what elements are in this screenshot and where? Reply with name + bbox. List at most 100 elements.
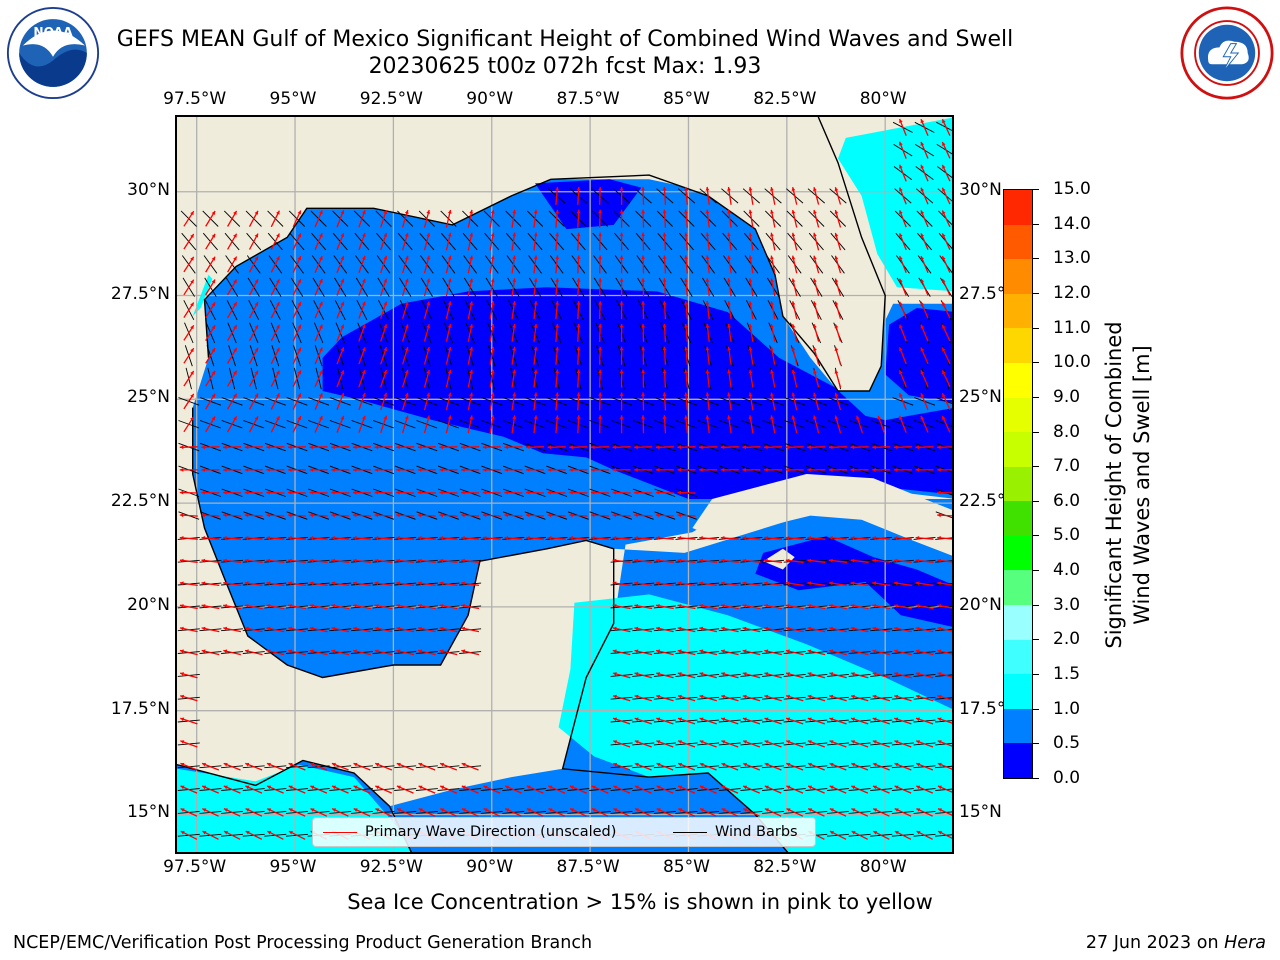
wave-direction-arrowhead [899,164,903,169]
wave-direction-arrowhead [938,831,943,835]
wave-direction-arrowhead [469,301,474,306]
wave-direction-arrowhead [319,393,323,398]
wave-direction-arrowhead [807,740,812,744]
wave-direction-arrowhead [319,233,323,238]
wave-direction-arrowhead [309,649,314,654]
wave-direction-arrowhead [461,558,465,563]
wave-direction-arrowhead [699,672,704,676]
wave-direction-arrowhead [223,649,228,654]
wave-direction-arrowhead [469,392,474,397]
colorbar-tick-label: 5.0 [1053,525,1081,546]
wave-direction-arrowhead [223,468,227,472]
wave-direction-arrowhead [180,831,185,835]
wave-direction-arrowhead [656,672,660,676]
wave-direction-arrowhead [426,369,431,374]
wave-direction-arrowhead [276,279,280,284]
colorbar-segment [1004,604,1032,640]
colorbar-tick-label: 4.0 [1053,560,1081,581]
wave-direction-arrowhead [634,649,639,654]
wave-direction-arrowhead [612,672,617,676]
wave-direction-arrowhead [937,785,942,790]
wave-direction-arrowhead [893,445,898,450]
wave-direction-arrowhead [920,301,925,306]
wave-direction-arrowhead [223,536,227,540]
wave-direction-arrowhead [770,209,774,214]
wave-direction-arrowhead [309,513,314,518]
wave-direction-arrowhead [598,301,602,305]
wave-direction-arrowhead [920,210,925,215]
wave-direction-arrowhead [942,233,946,238]
wave-direction-arrowhead [899,415,903,420]
wave-direction-arrowhead [872,717,877,722]
wave-direction-arrowhead [331,513,335,518]
wave-direction-arrowhead [598,323,602,328]
wave-direction-arrowhead [916,808,921,812]
wave-direction-arrowhead [699,468,703,472]
wave-direction-arrowhead [937,694,942,699]
wave-direction-arrowhead [440,808,445,812]
wave-direction-arrowhead [872,626,877,631]
legend-wave-direction-label: Primary Wave Direction (unscaled) [365,824,617,840]
wave-direction-arrowhead [418,626,422,631]
wave-direction-arrowhead [490,255,495,260]
colorbar-segment [1004,224,1032,260]
x-tick-label-top: 90°W [466,89,514,109]
wave-direction-arrowhead [872,558,876,563]
wave-direction-arrowhead [447,347,452,351]
wave-direction-arrowhead [764,445,768,450]
colorbar-tick [1033,570,1039,572]
wave-direction-arrowhead [612,490,617,495]
wave-direction-arrowhead [677,626,682,631]
wave-direction-arrowhead [920,347,925,352]
wave-direction-arrowhead [742,581,747,586]
wave-direction-arrowhead [705,232,710,237]
wave-direction-arrowhead [297,416,301,420]
wave-direction-arrowhead [418,808,423,812]
wave-direction-arrowhead [813,187,817,192]
wave-direction-arrowhead [180,762,185,767]
wave-direction-arrowhead [634,581,639,586]
wave-direction-arrowhead [447,415,452,420]
wave-direction-arrowhead [937,536,941,540]
wave-direction-arrowhead [396,468,400,472]
wave-direction-arrowhead [656,785,661,790]
wave-direction-arrowhead [331,445,335,450]
wave-direction-arrowhead [894,626,898,631]
wave-direction-arrowhead [353,649,357,654]
wave-direction-arrowhead [656,808,661,812]
wave-direction-arrowhead [233,210,237,215]
wave-direction-arrowhead [641,301,645,305]
wave-direction-arrowhead [829,649,834,654]
wave-direction-arrowhead [526,808,531,812]
wave-direction-arrowhead [916,831,921,835]
wave-direction-arrowhead [180,694,185,699]
wave-direction-arrowhead [899,210,903,215]
wave-direction-arrowhead [417,445,422,450]
wave-direction-arrowhead [383,324,388,329]
wave-direction-arrowhead [417,490,422,495]
wave-direction-arrowhead [770,392,774,397]
wave-direction-arrowhead [591,536,595,540]
wave-direction-arrowhead [872,649,877,654]
wave-direction-arrowhead [619,278,624,282]
wave-direction-arrowhead [512,232,517,237]
wave-direction-arrowhead [634,604,639,608]
colorbar-tick [1033,189,1039,190]
wave-direction-arrowhead [490,324,495,328]
wave-direction-arrowhead [319,416,323,420]
wave-direction-arrowhead [319,301,323,306]
wave-direction-arrowhead [727,301,731,305]
wave-direction-arrowhead [764,672,769,676]
wave-direction-arrowhead [352,513,357,518]
wave-direction-arrowhead [591,785,596,790]
wave-direction-arrowhead [319,370,323,375]
wave-direction-arrowhead [548,808,553,812]
wave-direction-arrowhead [490,369,495,374]
wave-direction-arrowhead [547,490,552,495]
wave-direction-arrowhead [461,445,465,450]
wave-direction-arrowhead [829,604,833,608]
wave-direction-arrowhead [937,672,942,676]
wave-direction-arrowhead [297,324,301,329]
wave-direction-arrowhead [555,186,560,191]
colorbar-tick-label: 15.0 [1053,179,1091,199]
